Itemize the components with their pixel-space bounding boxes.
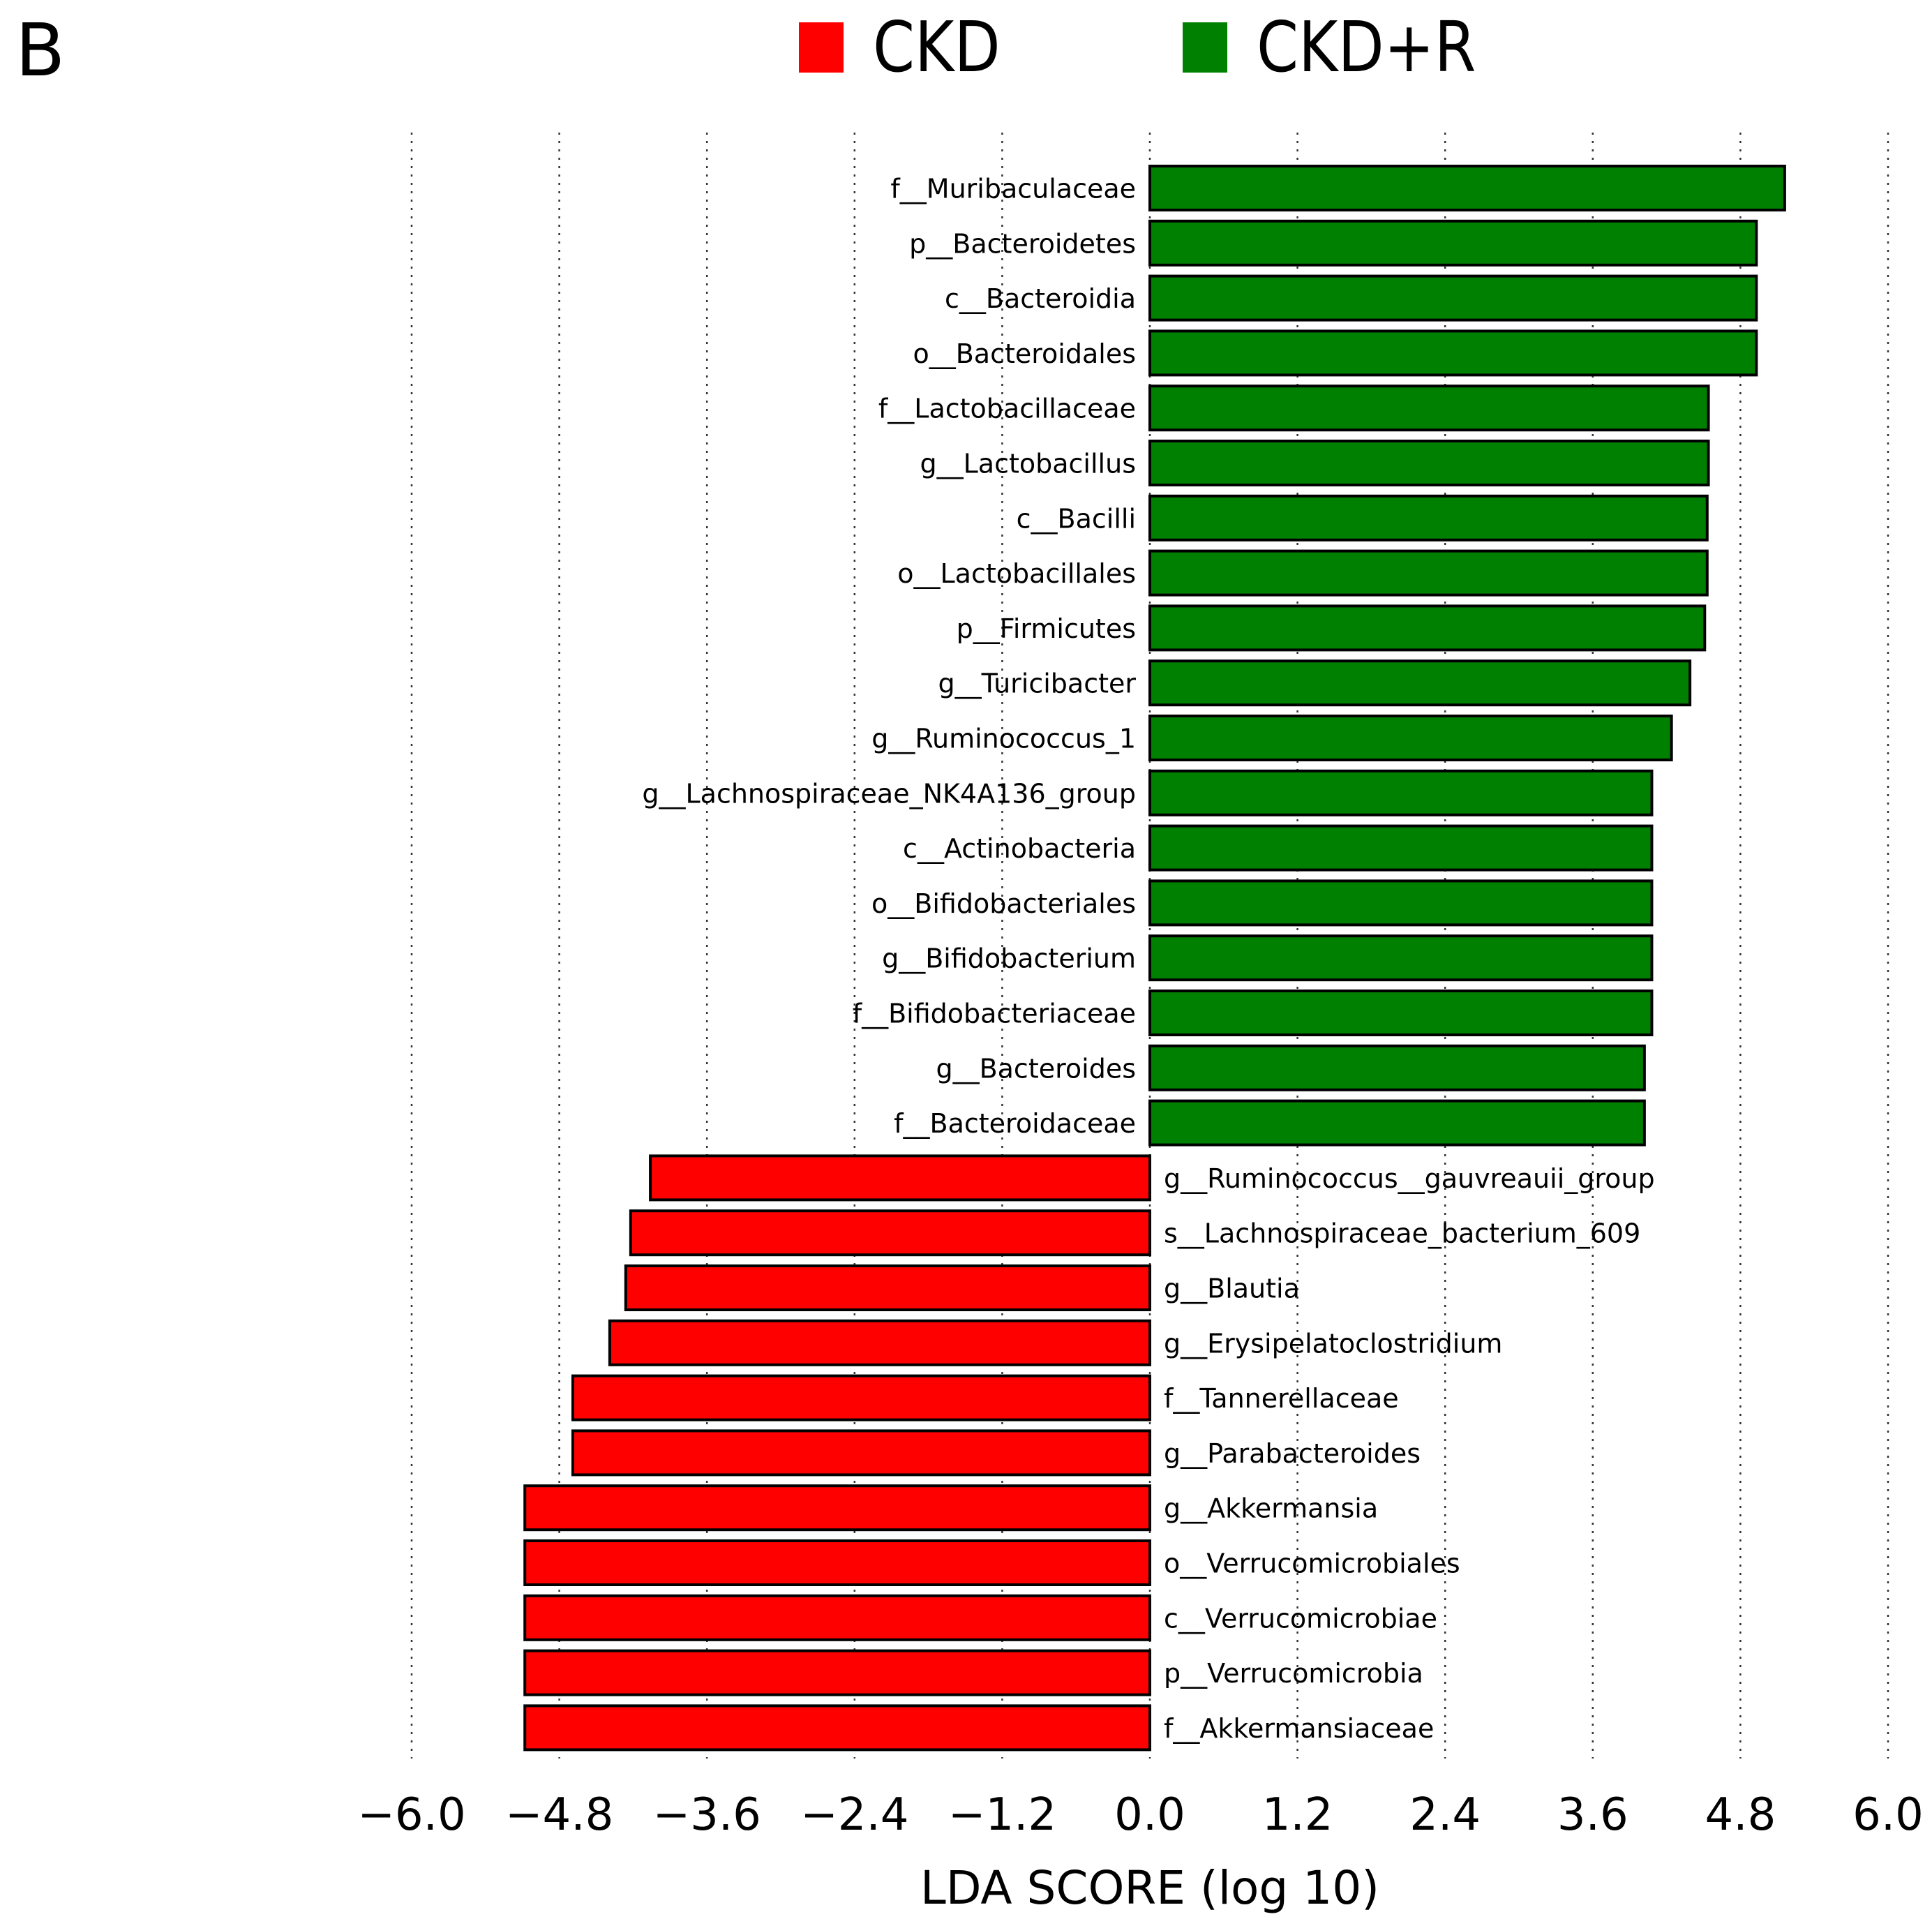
bar-ckd-r [1148, 329, 1758, 377]
bar-label: g__Blautia [1164, 1274, 1300, 1304]
bar-label: f__Lactobacillaceae [878, 394, 1136, 424]
x-tick-label: 1.2 [1262, 1789, 1333, 1841]
x-tick-label: 3.6 [1557, 1789, 1628, 1841]
bar-ckd [523, 1594, 1151, 1641]
bar-label: g__Erysipelatoclostridium [1164, 1328, 1502, 1359]
label-layer: f__Muribaculaceae p__Bacteroidetes c__Bact… [642, 174, 1654, 1744]
legend-swatch-ckd [799, 22, 844, 73]
bar-label: f__Muribaculaceae [890, 174, 1136, 204]
bar-label: g__Akkermansia [1164, 1493, 1378, 1524]
bar-ckd-r [1148, 604, 1707, 652]
bar-ckd-r [1148, 494, 1709, 542]
bar-label: p__Bacteroidetes [909, 228, 1136, 259]
bar-label: g__Lachnospiraceae_NK4A136_group [642, 778, 1136, 809]
bar-label: g__Ruminococcus__gauvreauii_group [1164, 1163, 1655, 1194]
legend-label-ckd-r: CKD+R [1257, 6, 1476, 88]
bar-label: p__Firmicutes [957, 613, 1136, 644]
bar-label: c__Actinobacteria [903, 833, 1136, 864]
bar-label: g__Bacteroides [936, 1053, 1136, 1084]
bar-label: g__Bifidobacterium [882, 943, 1136, 974]
bar-label: p__Verrucomicrobia [1164, 1658, 1423, 1689]
bar-ckd-r [1148, 934, 1654, 982]
bar-label: g__Ruminococcus_1 [871, 724, 1136, 754]
bar-label: s__Lachnospiraceae_bacterium_609 [1164, 1218, 1640, 1249]
legend-label-ckd: CKD [873, 6, 1001, 88]
bar-ckd-r [1148, 274, 1758, 322]
x-tick-label: −6.0 [357, 1789, 465, 1841]
legend-swatch-ckd-r [1183, 22, 1227, 73]
bar-ckd-r [1148, 219, 1758, 267]
x-tick-label: −1.2 [948, 1789, 1056, 1841]
bar-ckd-r [1148, 769, 1654, 816]
bar-label: g__Parabacteroides [1164, 1438, 1421, 1469]
bar-ckd-r [1148, 990, 1654, 1036]
bar-label: o__Bacteroidales [913, 338, 1136, 369]
panel-label: B [15, 8, 66, 93]
x-tick-label: 6.0 [1852, 1789, 1924, 1841]
bar-label: c__Bacilli [1017, 503, 1136, 534]
bar-ckd [624, 1264, 1151, 1311]
bar-ckd [629, 1209, 1151, 1257]
tick-layer: −6.0 −4.8 −3.6 −2.4 −1.2 0.0 1.2 2.4 3.6 4.8 6.0 [357, 1789, 1924, 1841]
bar-ckd-r [1148, 879, 1654, 927]
bar-ckd [608, 1319, 1151, 1366]
bar-ckd [649, 1154, 1151, 1202]
bar-ckd [571, 1429, 1151, 1477]
bar-label: f__Bacteroidaceae [894, 1108, 1136, 1139]
legend-item-ckd-r: CKD+R [1183, 13, 1512, 82]
bar-ckd [523, 1484, 1151, 1532]
bar-label: f__Bifidobacteriaceae [853, 999, 1136, 1029]
bar-ckd [523, 1539, 1151, 1586]
bar-ckd-r [1148, 385, 1710, 432]
x-axis-title: LDA SCORE (log 10) [920, 1861, 1379, 1915]
bar-label: g__Lactobacillus [920, 449, 1136, 479]
bar-label: o__Bifidobacteriales [871, 888, 1136, 919]
bar-ckd-r [1148, 440, 1710, 486]
bar-ckd-r [1148, 824, 1654, 872]
bar-ckd-r [1148, 549, 1709, 597]
bar-label: o__Verrucomicrobiales [1164, 1548, 1460, 1579]
bar-ckd-r [1148, 1044, 1646, 1091]
bar-ckd-r [1148, 1099, 1646, 1147]
x-tick-label: −2.4 [800, 1789, 908, 1841]
bar-label: o__Lactobacillales [897, 558, 1136, 589]
bar-label: f__Akkermansiaceae [1164, 1713, 1434, 1744]
x-tick-label: 2.4 [1409, 1789, 1481, 1841]
bar-ckd-r [1148, 165, 1786, 211]
bar-ckd-r [1148, 659, 1692, 707]
bar-layer [523, 165, 1786, 1752]
x-tick-label: 4.8 [1705, 1789, 1776, 1841]
bar-ckd [523, 1649, 1151, 1696]
bar-ckd-r [1148, 715, 1673, 761]
x-tick-label: −3.6 [652, 1789, 761, 1841]
bar-ckd [571, 1374, 1151, 1421]
bar-ckd [523, 1704, 1151, 1752]
x-tick-label: −4.8 [505, 1789, 613, 1841]
legend-item-ckd: CKD [799, 13, 1021, 82]
x-tick-label: 0.0 [1114, 1789, 1185, 1841]
bar-label: c__Bacteroidia [945, 283, 1136, 314]
bar-label: c__Verrucomicrobiae [1164, 1603, 1437, 1634]
bar-label: g__Turicibacter [938, 669, 1137, 699]
bar-label: f__Tannerellaceae [1164, 1383, 1399, 1414]
